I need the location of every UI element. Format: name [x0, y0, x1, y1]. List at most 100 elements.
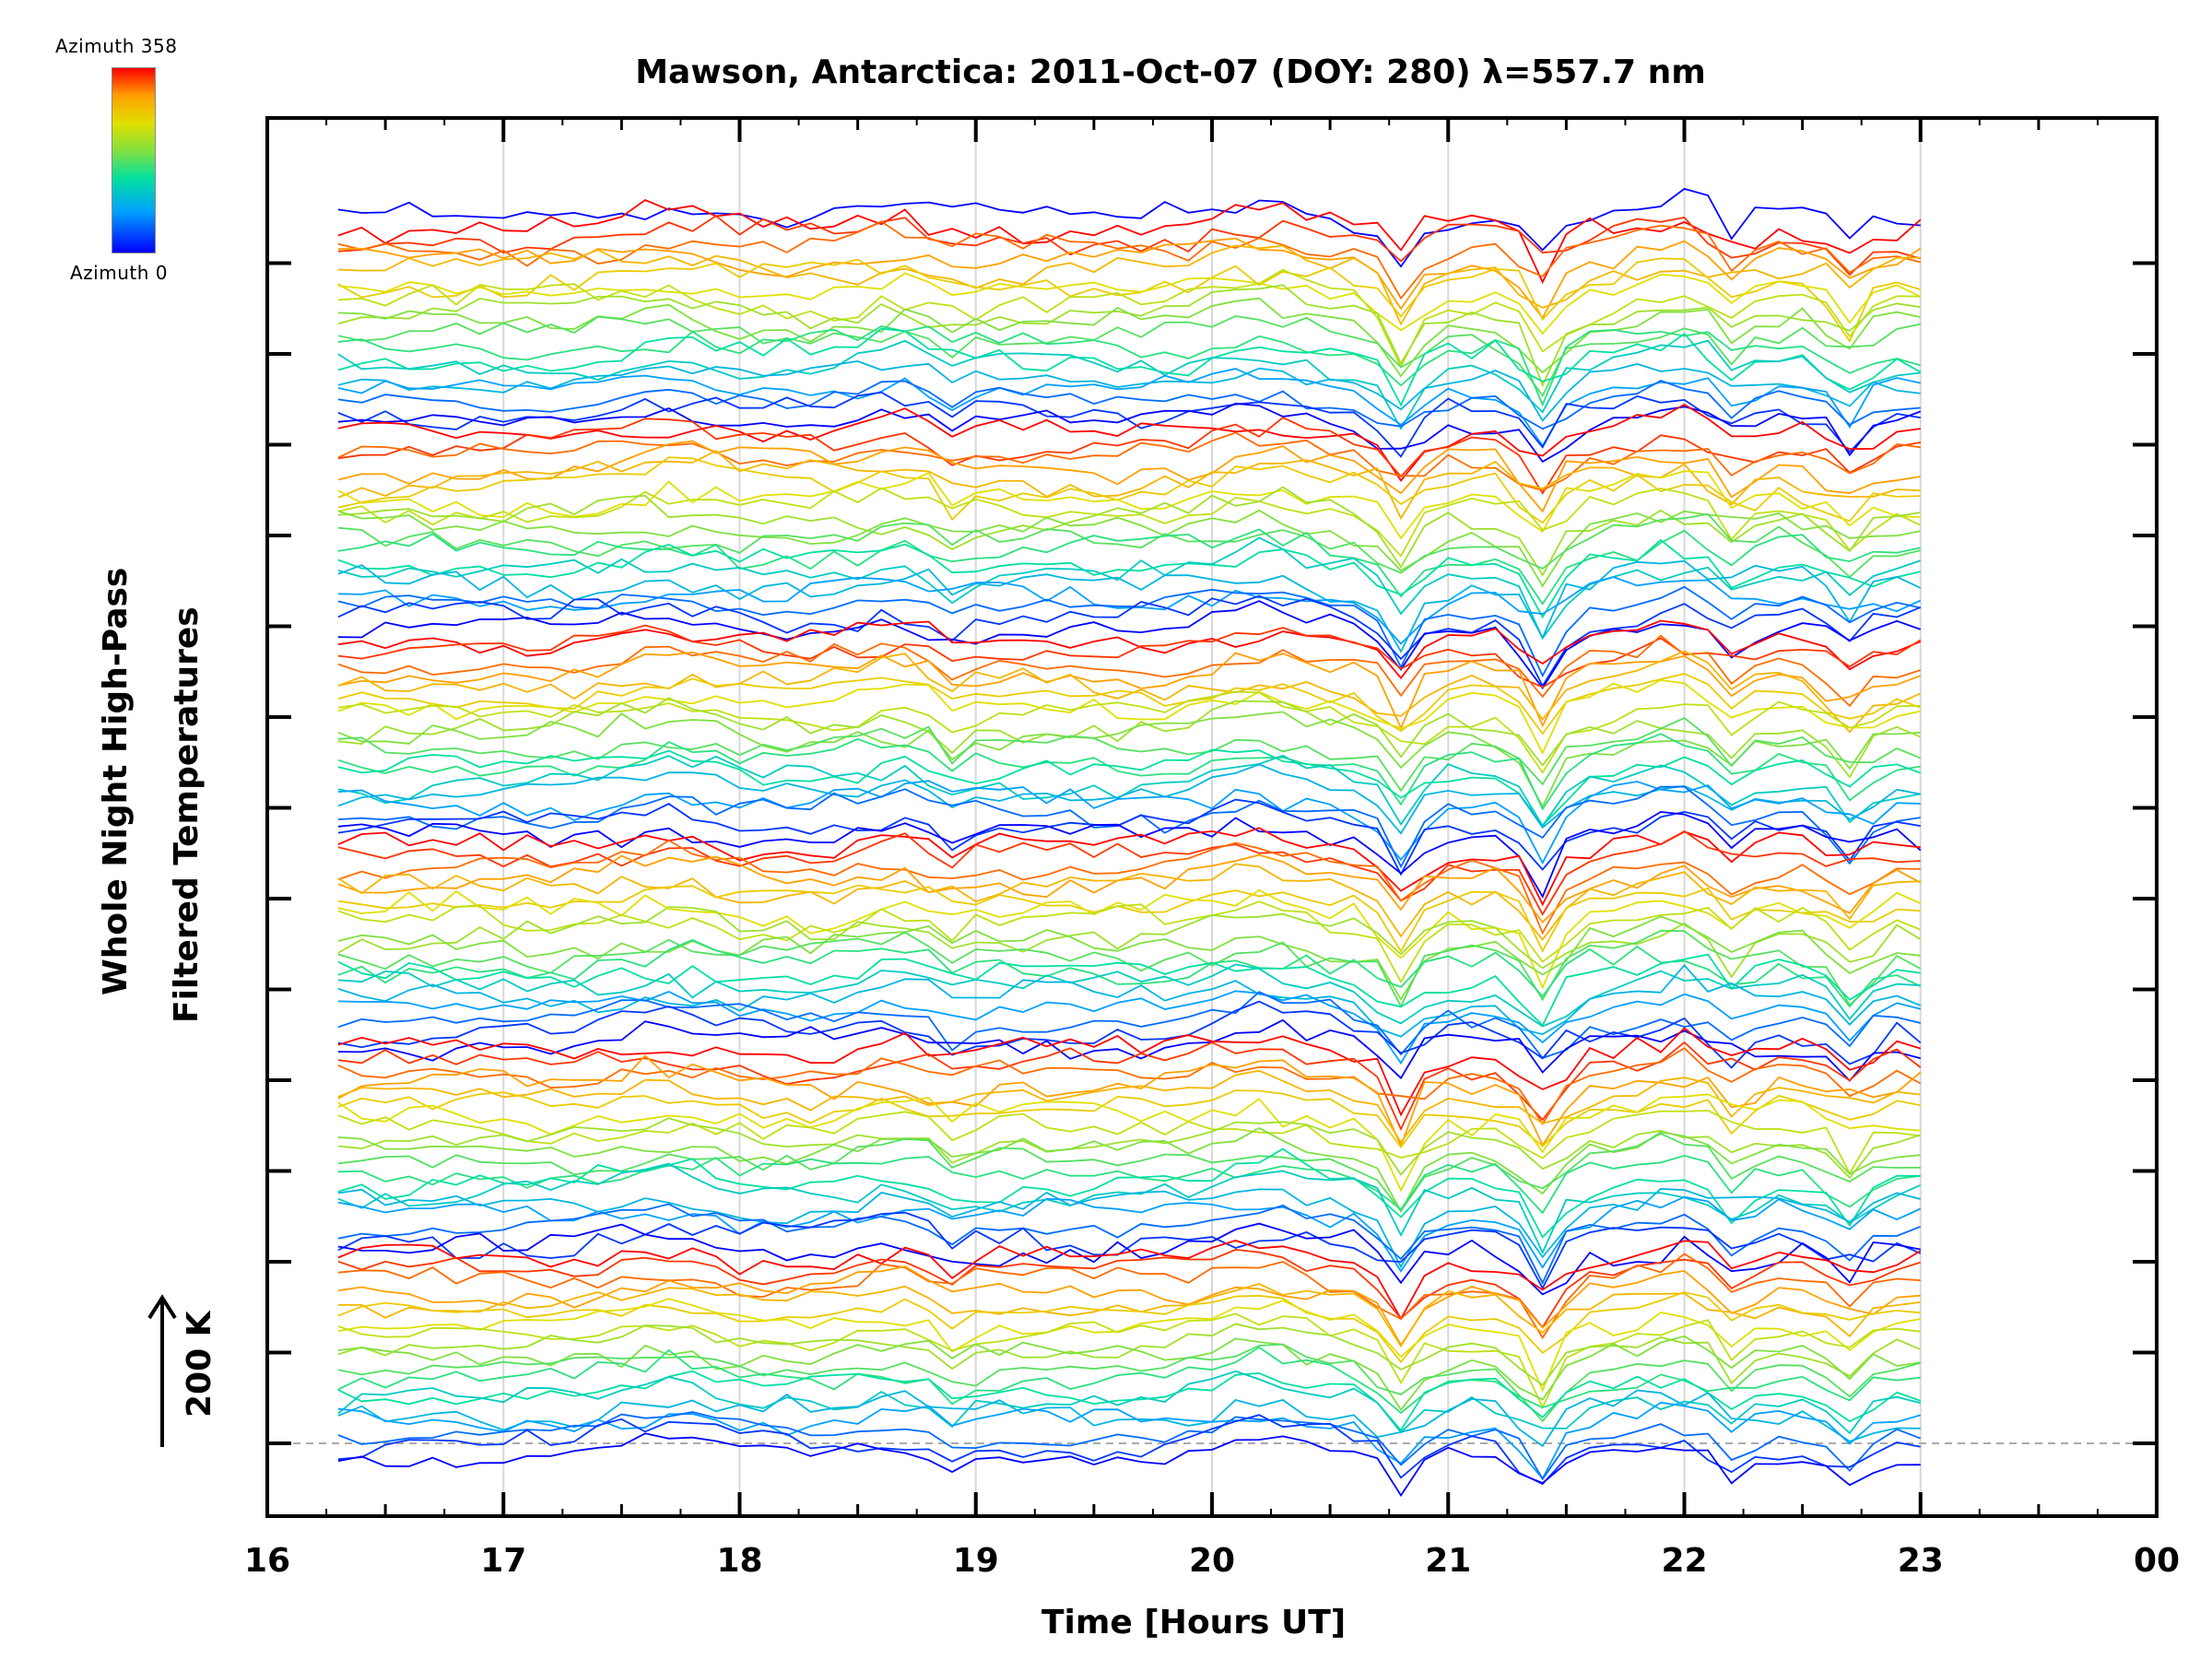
series-line: [337, 403, 1921, 482]
series-line: [337, 1370, 1922, 1432]
series-line: [337, 1370, 1922, 1435]
series-line: [337, 268, 1921, 369]
series-line: [337, 1411, 1922, 1481]
scale-bar-label: 200 K: [181, 1311, 218, 1418]
series-line: [337, 470, 1921, 540]
series-line: [337, 325, 1922, 407]
series-line: [337, 315, 1921, 398]
series-line: [337, 272, 1922, 335]
series-line: [337, 990, 1922, 1065]
series-line: [337, 220, 1922, 300]
series-line: [337, 1054, 1922, 1148]
series-line: [337, 1346, 1921, 1415]
series-line: [337, 359, 1921, 422]
series-line: [337, 830, 1921, 916]
series-line: [337, 678, 1921, 755]
series-line: [337, 1343, 1922, 1423]
series-line: [337, 1414, 1921, 1486]
series-line: [337, 634, 1922, 708]
series-line: [337, 257, 1922, 343]
series-line: [337, 1093, 1921, 1193]
series-line: [337, 1401, 1922, 1480]
series-line: [337, 697, 1922, 779]
series-line: [337, 1203, 1922, 1286]
series-line: [337, 1132, 1921, 1213]
y-axis-label-line2: Filtered Temperatures: [168, 606, 206, 1023]
series-line: [337, 733, 1921, 811]
series-line: [337, 863, 1921, 941]
scale-arrow-head: [147, 1294, 177, 1320]
x-tick-label: 18: [716, 1542, 762, 1580]
series-line: [337, 327, 1922, 407]
series-line: [337, 929, 1922, 1008]
series-line: [337, 1187, 1922, 1269]
series-line: [337, 763, 1921, 835]
series-line: [337, 1432, 1921, 1498]
series-line: [337, 900, 1922, 984]
series-line: [337, 690, 1921, 774]
series-line: [337, 187, 1921, 268]
x-tick-label: 20: [1189, 1542, 1235, 1580]
series-line: [337, 1389, 1921, 1448]
chart-title: Mawson, Antarctica: 2011-Oct-07 (DOY: 28…: [635, 53, 1706, 91]
series-line: [337, 339, 1921, 430]
series-line: [337, 512, 1922, 579]
series-line: [337, 1240, 1922, 1321]
series-line: [337, 600, 1922, 690]
series-line: [337, 380, 1921, 430]
series-line: [337, 594, 1922, 688]
x-tick-label: 21: [1425, 1542, 1471, 1580]
series-line: [337, 559, 1922, 653]
series-line: [337, 963, 1921, 1028]
x-axis-label: Time [Hours UT]: [1041, 1604, 1347, 1641]
series-line: [337, 215, 1922, 276]
series-line: [337, 853, 1922, 924]
series-line: [337, 839, 1921, 935]
series-line: [337, 1018, 1922, 1082]
series-line: [337, 1211, 1922, 1290]
x-tick-label: 22: [1661, 1542, 1707, 1580]
series-line: [337, 237, 1922, 320]
series-line: [337, 198, 1922, 285]
x-tick-label: 00: [2134, 1542, 2180, 1580]
series-line: [337, 576, 1922, 645]
colorbar-bottom-label: Azimuth 0: [70, 262, 168, 284]
series-line: [337, 1047, 1922, 1126]
series-line: [337, 619, 1922, 680]
series-line: [337, 1335, 1921, 1412]
series-line: [337, 1147, 1921, 1239]
series-line: [337, 509, 1921, 588]
series-line: [337, 651, 1922, 731]
series-line: [337, 536, 1922, 641]
series-line: [337, 1126, 1921, 1214]
series-line: [337, 673, 1922, 735]
series-line: [337, 1283, 1921, 1348]
series-line: [337, 1253, 1921, 1340]
x-tick-label: 23: [1898, 1542, 1944, 1580]
series-line: [337, 1089, 1921, 1149]
series-line: [337, 1110, 1921, 1176]
series-line: [337, 884, 1921, 953]
series-line: [337, 486, 1921, 577]
series-line: [337, 1027, 1922, 1117]
x-tick-label: 17: [480, 1542, 526, 1580]
y-axis-label-line1: Whole Night High-Pass: [97, 567, 135, 995]
azimuth-colorbar: [112, 67, 156, 253]
traces-layer: [337, 187, 1922, 1498]
series-line: [337, 711, 1921, 808]
series-line: [337, 1248, 1922, 1329]
series-line: [337, 244, 1921, 326]
series-line: [337, 1000, 1922, 1069]
series-line: [337, 650, 1922, 734]
ticks-layer: 16 17 18 19 20 21 22 23 00: [147, 118, 2180, 1580]
series-line: [337, 416, 1921, 495]
series-line: [337, 585, 1921, 678]
series-line: [337, 827, 1921, 907]
series-line: [337, 528, 1921, 606]
series-line: [337, 963, 1922, 1038]
series-line: [337, 953, 1921, 1028]
x-tick-label: 16: [244, 1542, 290, 1580]
series-line: [337, 487, 1922, 558]
series-line: [337, 1117, 1922, 1180]
series-line: [337, 431, 1921, 492]
